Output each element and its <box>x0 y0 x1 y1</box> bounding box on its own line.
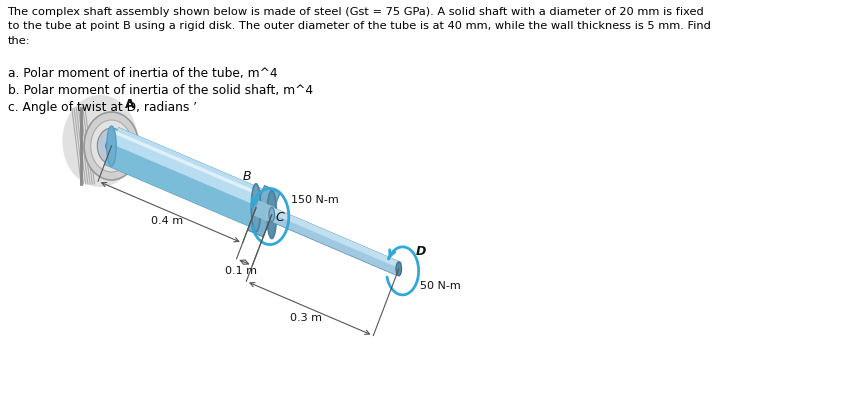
Ellipse shape <box>90 120 132 172</box>
Polygon shape <box>112 128 263 206</box>
Text: a. Polar moment of inertia of the tube, m^4: a. Polar moment of inertia of the tube, … <box>8 67 277 80</box>
Text: B: B <box>242 170 251 183</box>
Ellipse shape <box>97 128 125 164</box>
Ellipse shape <box>62 95 138 187</box>
Ellipse shape <box>269 207 275 222</box>
Text: C: C <box>276 211 284 224</box>
Polygon shape <box>104 128 263 226</box>
Text: c. Angle of twist at D, radians ’: c. Angle of twist at D, radians ’ <box>8 101 196 114</box>
Ellipse shape <box>251 184 260 232</box>
Polygon shape <box>247 186 280 237</box>
Text: 0.4 m: 0.4 m <box>150 216 183 227</box>
Polygon shape <box>272 208 401 268</box>
Ellipse shape <box>107 126 116 166</box>
Ellipse shape <box>84 112 139 180</box>
Text: 0.3 m: 0.3 m <box>290 313 322 323</box>
Text: The complex shaft assembly shown below is made of steel (Gst = 75 GPa). A solid : The complex shaft assembly shown below i… <box>8 7 710 46</box>
Text: D: D <box>415 245 426 258</box>
Text: 0.1 m: 0.1 m <box>224 266 257 276</box>
Text: A: A <box>125 98 134 111</box>
Text: 50 N-m: 50 N-m <box>419 281 460 291</box>
Text: b. Polar moment of inertia of the solid shaft, m^4: b. Polar moment of inertia of the solid … <box>8 84 312 97</box>
Ellipse shape <box>267 191 276 238</box>
Ellipse shape <box>396 262 401 276</box>
Text: 150 N-m: 150 N-m <box>290 195 338 204</box>
Polygon shape <box>269 208 401 275</box>
Ellipse shape <box>106 139 117 153</box>
Polygon shape <box>252 200 275 222</box>
